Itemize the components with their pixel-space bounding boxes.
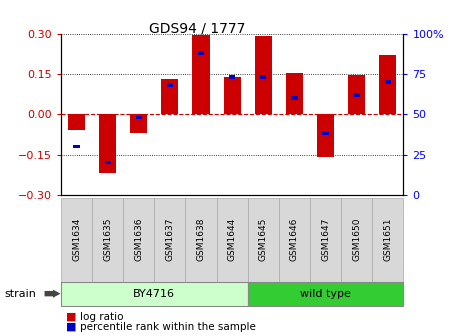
Bar bbox=[348, 75, 365, 114]
Text: ■: ■ bbox=[66, 322, 76, 332]
Text: percentile rank within the sample: percentile rank within the sample bbox=[80, 322, 256, 332]
Bar bbox=[224, 77, 241, 114]
Text: GSM1651: GSM1651 bbox=[383, 218, 392, 261]
Bar bbox=[74, 145, 80, 148]
Bar bbox=[260, 75, 266, 79]
Text: GSM1647: GSM1647 bbox=[321, 218, 330, 261]
Bar bbox=[167, 83, 173, 87]
Bar bbox=[379, 55, 396, 114]
Bar bbox=[385, 80, 391, 84]
Text: GSM1646: GSM1646 bbox=[290, 218, 299, 261]
Bar bbox=[322, 132, 329, 135]
Bar bbox=[161, 79, 179, 114]
Bar bbox=[192, 35, 210, 114]
Text: GDS94 / 1777: GDS94 / 1777 bbox=[149, 22, 245, 36]
Bar bbox=[68, 114, 85, 130]
Text: GSM1645: GSM1645 bbox=[259, 218, 268, 261]
Text: strain: strain bbox=[5, 289, 37, 299]
Text: GSM1650: GSM1650 bbox=[352, 218, 361, 261]
Bar bbox=[198, 51, 204, 55]
Bar bbox=[105, 161, 111, 164]
Bar bbox=[354, 93, 360, 97]
Bar bbox=[99, 114, 116, 173]
Text: GSM1638: GSM1638 bbox=[197, 218, 205, 261]
Bar bbox=[229, 75, 235, 79]
Text: GSM1644: GSM1644 bbox=[227, 218, 237, 261]
Text: GSM1637: GSM1637 bbox=[166, 218, 174, 261]
Text: ■: ■ bbox=[66, 312, 76, 322]
Bar bbox=[136, 116, 142, 119]
Text: BY4716: BY4716 bbox=[133, 289, 175, 299]
Bar bbox=[291, 96, 297, 100]
Text: log ratio: log ratio bbox=[80, 312, 123, 322]
Bar bbox=[286, 73, 303, 114]
Bar bbox=[317, 114, 334, 157]
Text: GSM1634: GSM1634 bbox=[72, 218, 81, 261]
Text: GSM1635: GSM1635 bbox=[103, 218, 112, 261]
Text: GSM1636: GSM1636 bbox=[134, 218, 144, 261]
Bar bbox=[255, 36, 272, 114]
Text: wild type: wild type bbox=[300, 289, 351, 299]
Bar bbox=[130, 114, 147, 133]
